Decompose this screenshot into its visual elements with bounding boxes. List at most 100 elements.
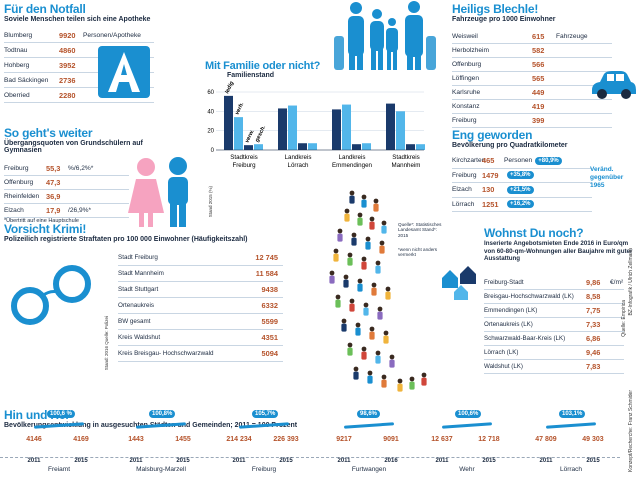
person-body (347, 347, 353, 356)
family-section: Mit Familie oder nicht? Familienstand (205, 60, 385, 79)
row-value: 47,3 (46, 178, 61, 187)
person-head (373, 198, 379, 204)
bar (342, 104, 351, 150)
x-tick-label: Stadtkreis (392, 154, 420, 161)
person-body (357, 283, 363, 292)
row-value: 2736 (59, 75, 76, 85)
row-value: 9920 (59, 30, 76, 40)
population-2011: 12 637 (431, 436, 453, 443)
rent-table: Freiburg-Stadt 9,86 €/m² Breisgau-Hochschwa… (484, 276, 624, 374)
table-row: Karlsruhe 449 (452, 86, 612, 100)
row-value: 419 (532, 102, 545, 111)
pharmacy-subtitle: Soviele Menschen teilen sich eine Apothe… (4, 16, 151, 23)
row-label: Freiburg (452, 171, 477, 179)
row-label: Blumberg (4, 31, 33, 39)
person-body (337, 233, 343, 242)
bar (288, 105, 297, 150)
row-value: 7,75 (586, 306, 601, 315)
row-label: Löffingen (452, 75, 480, 82)
row-value: 7,83 (586, 362, 601, 371)
row-value: 7,33 (586, 320, 601, 329)
bar (386, 103, 395, 150)
person-body (377, 311, 383, 320)
person-head (351, 232, 357, 238)
population-2015: 12 718 (478, 436, 500, 443)
row-label: Ortenaukreis (118, 302, 155, 309)
person-body (353, 371, 359, 380)
town-name: Malsburg-Marzell (136, 466, 186, 473)
person-head (347, 342, 353, 348)
row-value: 3952 (59, 60, 76, 70)
person-body (361, 199, 367, 208)
person-body (375, 265, 381, 274)
person-head (349, 298, 355, 304)
x-tick-label: Landkreis (339, 154, 366, 161)
person-head (375, 260, 381, 266)
table-row: Weisweil 615 Fahrzeuge (452, 30, 612, 44)
row-value: 1251 (482, 199, 499, 209)
y-tick-label: 0 (211, 148, 215, 154)
row-label: Stadt Stuttgart (118, 286, 159, 293)
pharmacy-logo-icon (96, 44, 152, 100)
table-row: Oberried 2280 (4, 88, 154, 103)
legend-label: verh. (234, 101, 245, 116)
person-body (371, 287, 377, 296)
person-head (381, 220, 387, 226)
row-value: 1479 (482, 170, 499, 180)
row-value: 449 (532, 88, 545, 97)
person-head (353, 366, 359, 372)
family-title: Mit Familie oder nicht? (205, 60, 321, 72)
row-value: 615 (532, 32, 545, 41)
row-value: 582 (532, 46, 545, 55)
row-label: Offenburg (452, 61, 482, 68)
person-head (333, 248, 339, 254)
car-icon (588, 68, 638, 107)
person-head (341, 318, 347, 324)
bar (352, 144, 361, 150)
person-body (357, 217, 363, 226)
person-head (361, 256, 367, 262)
town-name: Wehr (459, 466, 475, 473)
person-body (347, 257, 353, 266)
map-source: Quelle*: Statistisches Landesamt Stand*:… (398, 222, 442, 238)
year-2015: 2015 (74, 458, 88, 464)
person-head (389, 354, 395, 360)
table-row: Freiburg 399 (452, 114, 612, 128)
row-value: 9438 (261, 285, 278, 294)
row-label: Kreis Breisgau- Hochschwarzwald (118, 350, 214, 357)
table-row: Kreis Waldshut 4351 (118, 330, 283, 346)
population-percent-badge: 98,6% (357, 410, 381, 418)
x-tick-label: Landkreis (285, 154, 312, 161)
map-note: *wenn nicht anders vermerkt (398, 247, 438, 258)
person-head (379, 240, 385, 246)
y-tick-label: 20 (207, 129, 214, 135)
person-head (337, 228, 343, 234)
row-value: 12 745 (255, 253, 278, 262)
pharmacy-title: Für den Notfall (4, 2, 86, 16)
person-body (355, 327, 361, 336)
row-label: Hohberg (4, 61, 30, 69)
person-body (361, 351, 367, 360)
person-head (344, 208, 350, 214)
rent-section: Wohnst Du noch? Inserierte Angebotsmiete… (484, 226, 634, 263)
table-row: Elzach 17,9/26,9%* (4, 204, 129, 218)
rent-source: Quelle: Empirica (621, 300, 627, 337)
x-tick-label: Mannheim (392, 162, 421, 169)
person-head (421, 372, 427, 378)
row-label: Rheinfelden (4, 193, 40, 200)
density-section: Eng geworden Bevölkerung pro Quadratkilo… (452, 128, 637, 149)
row-value: 17,9 (46, 206, 61, 215)
person-body (373, 203, 379, 212)
person-head (361, 346, 367, 352)
person-head (371, 282, 377, 288)
person-body (381, 379, 387, 388)
cars-title: Heiligs Blechle! (452, 2, 539, 16)
crime-section: Vorsicht Krimi! Polizeilich registrierte… (4, 222, 294, 243)
pharmacy-table: Blumberg 9920 Personen/Apotheke Todtnau 4860… (4, 28, 154, 103)
person-head (357, 212, 363, 218)
row-value: 4351 (261, 333, 278, 342)
row-unit: Personen (504, 157, 533, 165)
row-value: 465 (482, 156, 495, 166)
row-label: Lörrach (452, 200, 475, 208)
bar (278, 108, 287, 150)
